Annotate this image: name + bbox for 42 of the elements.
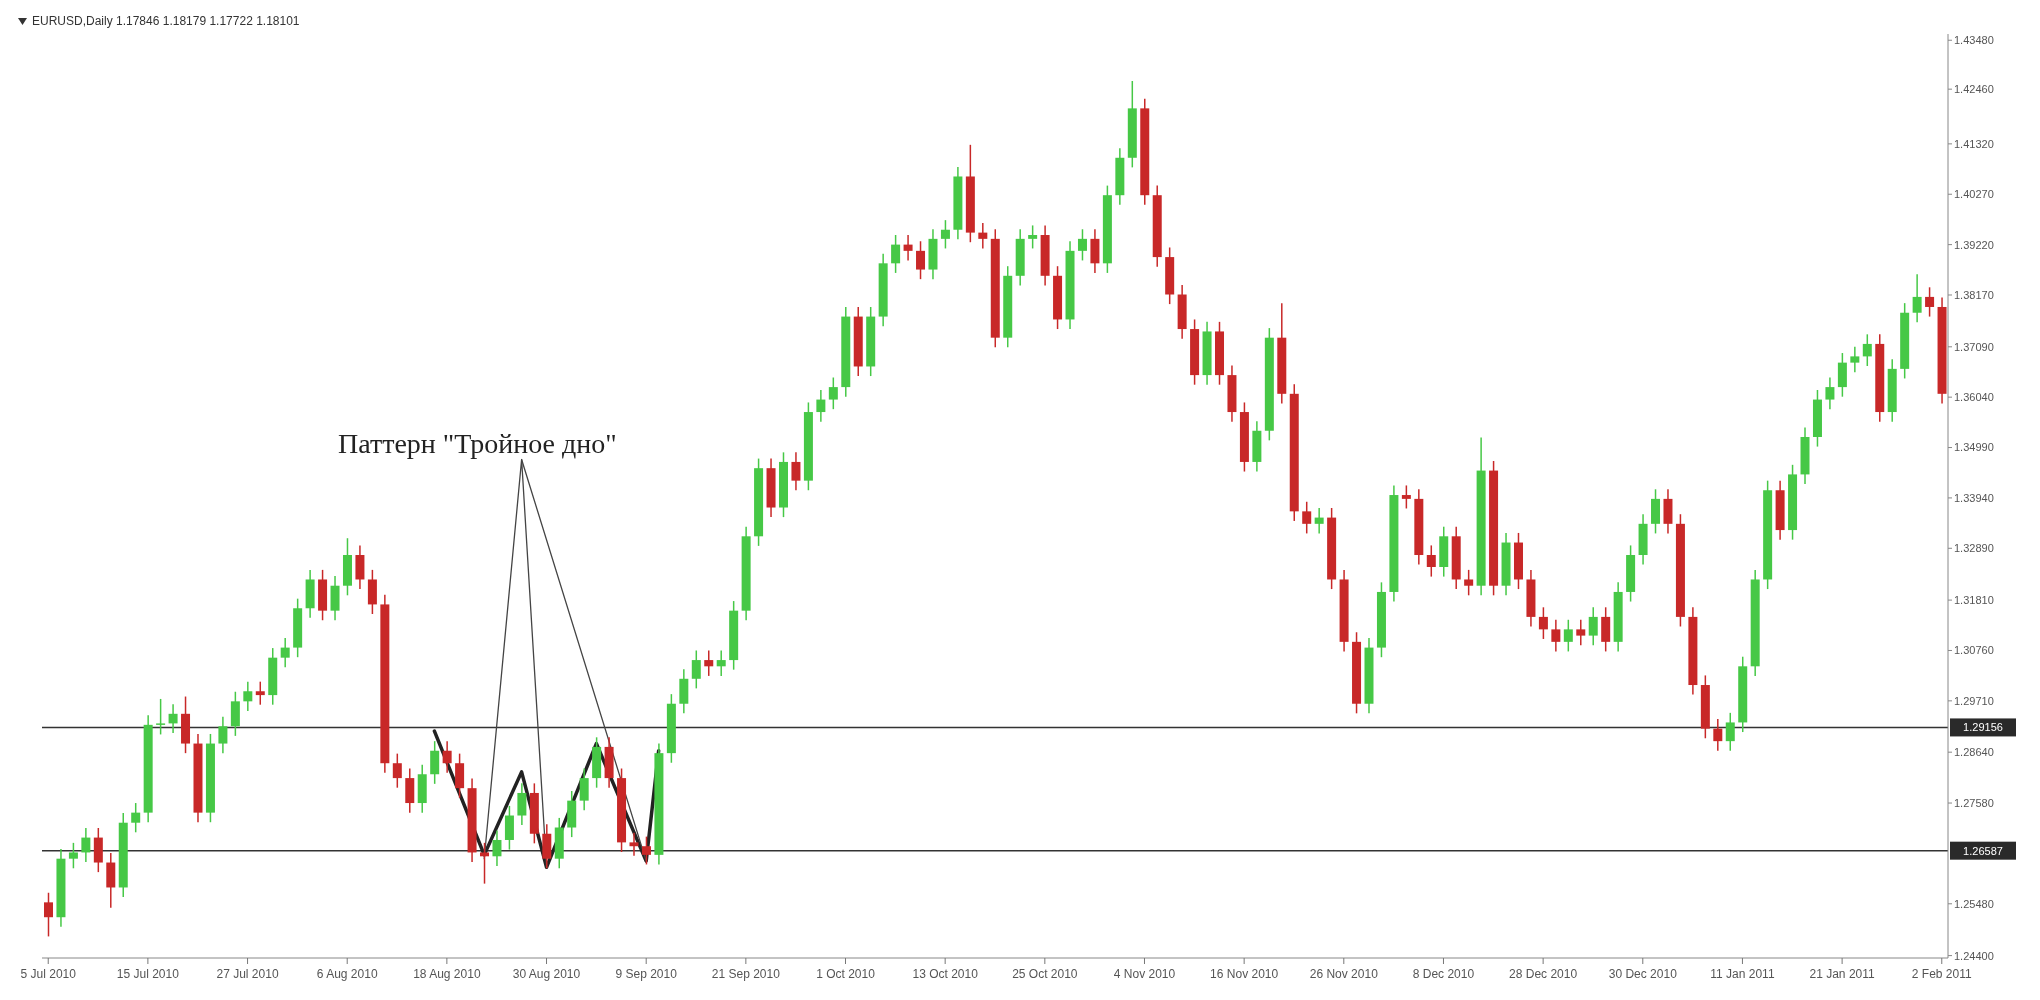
x-tick-label: 8 Dec 2010 bbox=[1412, 967, 1475, 981]
x-tick-label: 28 Dec 2010 bbox=[1509, 967, 1578, 981]
x-tick-label: 21 Sep 2010 bbox=[711, 967, 781, 981]
y-tick-label: 1.32890 bbox=[1954, 542, 1994, 555]
y-tick-label: 1.34990 bbox=[1954, 441, 1994, 454]
x-tick-label: 1 Oct 2010 bbox=[816, 967, 876, 981]
y-tick-label: 1.39220 bbox=[1954, 238, 1994, 251]
x-tick-label: 15 Jul 2010 bbox=[116, 967, 180, 981]
y-tick-label: 1.40270 bbox=[1954, 188, 1994, 201]
x-tick-label: 5 Jul 2010 bbox=[20, 967, 77, 981]
x-tick-label: 30 Aug 2010 bbox=[512, 967, 581, 981]
y-tick-label: 1.27580 bbox=[1954, 796, 1994, 809]
y-tick-label: 1.36040 bbox=[1954, 391, 1994, 404]
x-tick-label: 11 Jan 2011 bbox=[1710, 967, 1775, 981]
x-tick-label: 18 Aug 2010 bbox=[413, 967, 481, 981]
ref-line-label: 1.29156 bbox=[1963, 721, 2003, 734]
y-tick-label: 1.28640 bbox=[1954, 746, 1994, 759]
y-tick-label: 1.42460 bbox=[1954, 83, 1994, 96]
x-tick-label: 26 Nov 2010 bbox=[1309, 967, 1379, 981]
x-tick-label: 30 Dec 2010 bbox=[1608, 967, 1678, 981]
y-tick-label: 1.41320 bbox=[1954, 137, 1994, 150]
x-tick-label: 21 Jan 2011 bbox=[1809, 967, 1876, 981]
x-tick-label: 25 Oct 2010 bbox=[1012, 967, 1078, 981]
y-tick-label: 1.29710 bbox=[1954, 694, 1994, 707]
y-tick-label: 1.43480 bbox=[1954, 34, 1994, 47]
y-tick-label: 1.38170 bbox=[1954, 288, 1994, 301]
y-tick-label: 1.31810 bbox=[1954, 594, 1994, 607]
y-tick-label: 1.25480 bbox=[1954, 897, 1994, 910]
chart-title: EURUSD,Daily 1.17846 1.18179 1.17722 1.18101 bbox=[32, 14, 300, 28]
x-tick-label: 9 Sep 2010 bbox=[615, 967, 678, 981]
y-tick-label: 1.24400 bbox=[1954, 949, 1994, 962]
y-tick-label: 1.33940 bbox=[1954, 491, 1994, 504]
x-tick-label: 27 Jul 2010 bbox=[216, 967, 279, 981]
y-tick-label: 1.30760 bbox=[1954, 644, 1994, 657]
x-tick-label: 2 Feb 2011 bbox=[1911, 967, 1973, 981]
x-tick-label: 4 Nov 2010 bbox=[1113, 967, 1176, 981]
x-tick-label: 6 Aug 2010 bbox=[316, 967, 378, 981]
x-tick-label: 13 Oct 2010 bbox=[912, 967, 979, 981]
ref-line-label: 1.26587 bbox=[1963, 844, 2003, 857]
annotation: Паттерн "Тройное дно" bbox=[338, 428, 617, 460]
x-tick-label: 16 Nov 2010 bbox=[1210, 967, 1279, 981]
y-tick-label: 1.37090 bbox=[1954, 340, 1994, 353]
